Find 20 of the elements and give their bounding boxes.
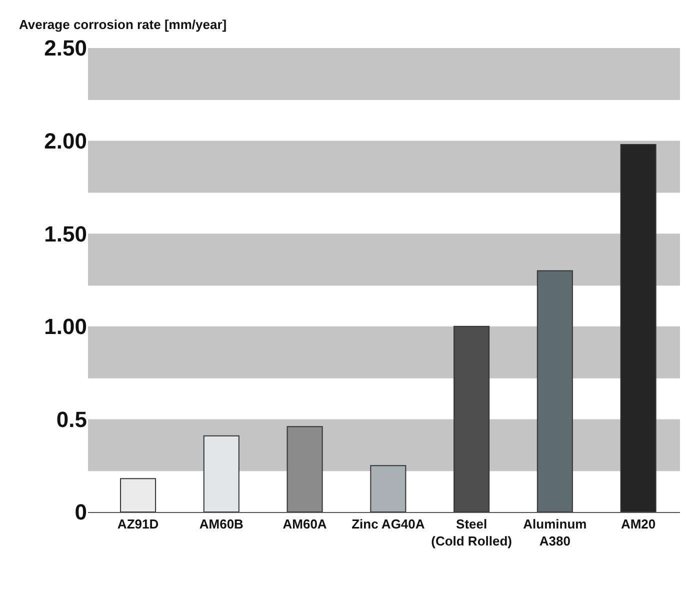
x-tick-label: AM60B (199, 516, 244, 532)
bar (370, 465, 406, 512)
bar (536, 270, 573, 512)
x-tick-label: Zinc AG40A (352, 516, 426, 532)
y-tick-label: 0.5 (56, 406, 87, 432)
bar (620, 144, 656, 512)
y-tick-label: 1.00 (44, 314, 87, 340)
x-tick-label: AM60A (282, 516, 328, 532)
bar (120, 478, 156, 512)
y-tick-label: 0 (74, 500, 87, 525)
y-axis-title: Average corrosion rate [mm/year] (19, 17, 227, 32)
x-tick-label: Steel (Cold Rolled) (431, 516, 512, 548)
bar (286, 426, 323, 512)
bar (203, 435, 240, 512)
x-tick-label: Aluminum A380 (523, 516, 587, 548)
x-tick-label: AZ91D (117, 516, 159, 532)
y-tick-label: 2.00 (44, 128, 87, 154)
x-tick-label: AM20 (620, 516, 656, 532)
y-tick-label: 2.50 (44, 36, 87, 61)
y-tick-label: 1.50 (44, 221, 87, 246)
